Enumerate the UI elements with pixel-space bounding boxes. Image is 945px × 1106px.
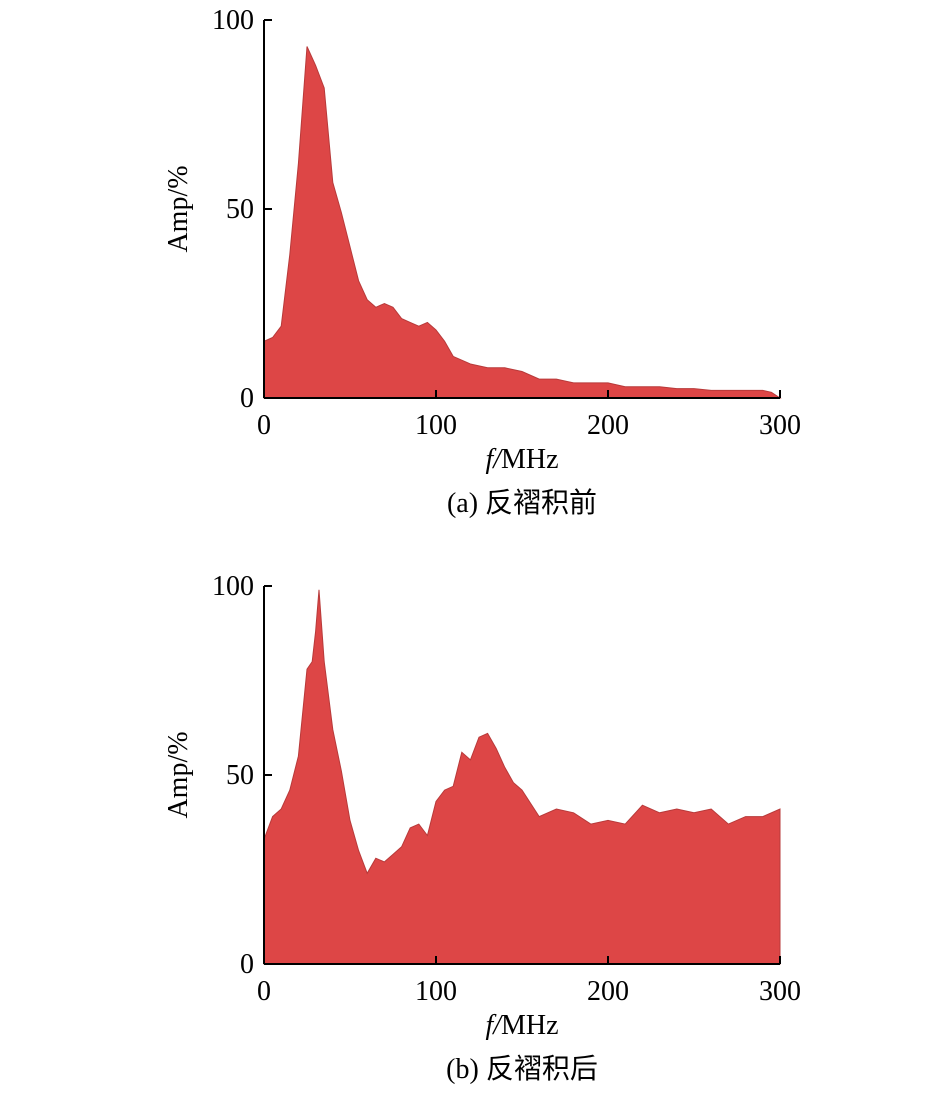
y-tick-label: 0 <box>240 949 254 980</box>
y-axis-label: Amp/% <box>163 731 194 818</box>
spectrum-area-b <box>263 589 781 965</box>
x-axis-label-unit: MHz <box>501 444 559 475</box>
x-axis-label: f/MHz <box>485 444 558 475</box>
y-tick-label: 100 <box>212 5 254 36</box>
x-axis-label: f/MHz <box>485 1010 558 1041</box>
x-tick-label: 300 <box>759 410 801 441</box>
chart-panel-b: 0 50 100 0 100 200 300 Amp/% f/MHz (b) 反褶积后 <box>0 566 945 1106</box>
x-axis-label-prefix: f/ <box>485 444 503 475</box>
y-tick-label: 0 <box>240 383 254 414</box>
y-axis-label: Amp/% <box>163 165 194 252</box>
spectrum-chart-b: 0 50 100 0 100 200 300 Amp/% f/MHz (b) 反褶积后 <box>163 571 801 1085</box>
spectrum-chart-a: 0 50 100 0 100 200 300 Amp/% f/MHz (a) 反褶积前 <box>163 5 801 519</box>
x-tick-label: 200 <box>587 410 629 441</box>
x-axis-label-unit: MHz <box>501 1010 559 1041</box>
x-tick-label: 300 <box>759 976 801 1007</box>
spectrum-area-a <box>263 46 782 399</box>
x-axis-label-prefix: f/ <box>485 1010 503 1041</box>
x-tick-label: 200 <box>587 976 629 1007</box>
chart-caption-b: (b) 反褶积后 <box>446 1053 598 1085</box>
x-tick-label: 0 <box>257 410 271 441</box>
x-tick-label: 0 <box>257 976 271 1007</box>
x-tick-label: 100 <box>415 410 457 441</box>
chart-caption-a: (a) 反褶积前 <box>447 487 597 519</box>
chart-panel-a: 0 50 100 0 100 200 300 Amp/% f/MHz (a) 反褶积前 <box>0 0 945 540</box>
y-tick-label: 50 <box>226 194 254 225</box>
x-tick-label: 100 <box>415 976 457 1007</box>
y-tick-label: 100 <box>212 571 254 602</box>
y-tick-label: 50 <box>226 760 254 791</box>
